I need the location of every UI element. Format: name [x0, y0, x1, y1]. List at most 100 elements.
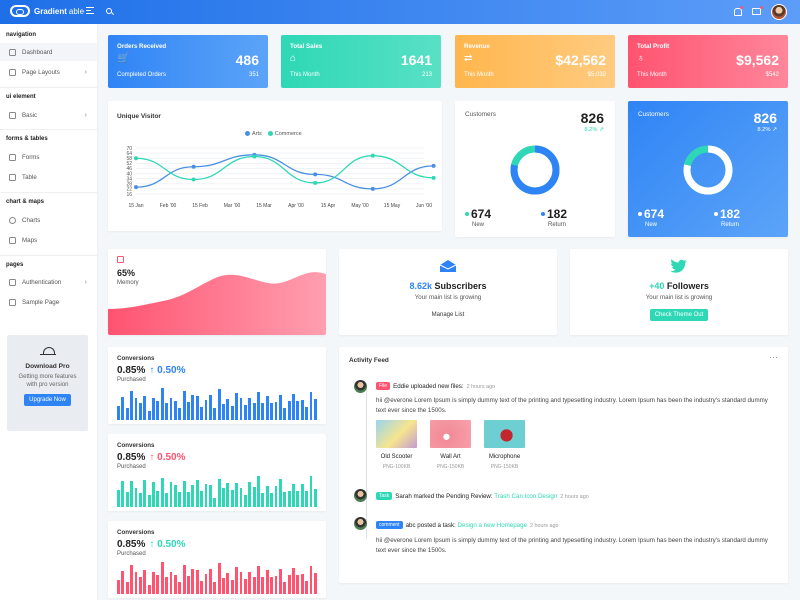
brand-suffix: able	[68, 6, 85, 16]
task-link[interactable]: Trash Can Icon Design	[494, 493, 558, 500]
mail-dot	[760, 6, 763, 9]
conversion-bar	[248, 398, 252, 420]
conversion-bar	[138, 577, 142, 594]
conversion-bar	[235, 393, 238, 420]
sidebar-item-label: Charts	[22, 216, 41, 224]
stat-title: Revenue	[464, 43, 490, 50]
sidebar-item-basic[interactable]: Basic ›	[0, 106, 97, 124]
subscribers-card: 8.62k Subscribers Your main list is grow…	[339, 249, 557, 335]
conversion-bar	[160, 562, 164, 594]
customers-card: Customers 826 8.2% ↗ 674 New 182 Return	[455, 101, 615, 237]
sidebar-item-label: Sample Page	[22, 298, 60, 306]
task-link[interactable]: Design a new Homepage	[457, 522, 528, 529]
conversion-bar	[178, 408, 182, 420]
sidebar-item-label: Page Layouts	[22, 68, 60, 76]
conversion-bar	[117, 406, 120, 420]
conversion-bar	[213, 582, 217, 594]
sidebar-item-authentication[interactable]: Authentication ›	[0, 273, 97, 291]
conversion-bar	[173, 575, 177, 594]
y-tick-label: 64	[126, 151, 132, 157]
legend-swatch	[245, 131, 250, 136]
tag-icon: ⌂	[290, 53, 297, 64]
new-customers-value: 674	[465, 207, 491, 221]
file-meta: PNG-150KB	[436, 464, 465, 470]
data-point	[431, 163, 436, 168]
conversions-card-red: Conversions 0.85% ↑ 0.50% Purchased	[108, 521, 326, 598]
conversion-bar	[283, 492, 287, 507]
card-title: Customers	[638, 111, 669, 118]
notification-dot	[740, 6, 743, 9]
conversion-bar	[160, 478, 164, 507]
brand-logo[interactable]: Gradient able	[10, 5, 84, 17]
conversion-bar	[182, 565, 186, 594]
manage-list-button[interactable]: Manage List	[431, 312, 465, 318]
conversion-bar	[230, 406, 234, 420]
user-avatar[interactable]	[771, 4, 787, 20]
conversion-bar	[156, 401, 160, 420]
legend-item-commerce[interactable]: Commerce	[267, 131, 302, 137]
sidebar-item-label: Basic	[22, 111, 38, 119]
conversion-bar	[134, 398, 138, 420]
conversion-bar	[222, 578, 225, 594]
microphone-thumbnail[interactable]	[484, 420, 525, 448]
menu-toggle-icon[interactable]	[86, 7, 94, 14]
legend-item-arts[interactable]: Arts	[245, 131, 262, 137]
x-tick-label: 15 Jan	[128, 203, 143, 209]
followers-count: +40 Followers	[649, 281, 709, 291]
y-tick-label: 22	[126, 187, 132, 193]
sidebar-item-sample-page[interactable]: Sample Page	[0, 293, 97, 311]
sidebar-item-page-layouts[interactable]: Page Layouts ›	[0, 63, 97, 81]
stat-title: Orders Received	[117, 43, 167, 50]
file-name: Microphone	[488, 454, 521, 460]
conversion-bar	[143, 480, 147, 507]
sidebar-item-maps[interactable]: Maps	[0, 231, 97, 249]
conversion-bar	[226, 573, 230, 594]
conversion-bar	[182, 391, 186, 420]
conversion-bar	[117, 490, 120, 507]
file-text-icon	[9, 153, 16, 161]
conversion-bar	[300, 574, 304, 594]
sidebar-divider	[0, 129, 97, 130]
conversions-card-blue: Conversions 0.85% ↑ 0.50% Purchased	[108, 347, 326, 424]
customers-card-highlight: Customers 826 8.2% ↗ 674 New 182 Return	[628, 101, 788, 237]
conversion-bar	[300, 400, 304, 420]
conversion-bar	[125, 582, 129, 594]
return-label: Return	[721, 222, 740, 228]
old-scooter-thumbnail[interactable]	[376, 420, 417, 448]
wall-art-thumbnail[interactable]	[430, 420, 471, 448]
conversion-bar	[292, 394, 295, 420]
y-tick-label: 46	[126, 166, 132, 172]
mail-icon[interactable]	[752, 6, 763, 15]
file-name: Old Scooter	[380, 454, 413, 460]
conversion-bar	[278, 479, 282, 507]
notification-bell-icon[interactable]	[733, 6, 743, 16]
check-theme-out-button[interactable]: Check Theme Out	[649, 309, 709, 321]
conversion-bar	[239, 572, 243, 594]
sidebar-item-table[interactable]: Table	[0, 168, 97, 186]
sidebar-item-dashboard[interactable]: Dashboard	[0, 43, 97, 61]
conversion-value: 0.85% ↑ 0.50%	[117, 539, 186, 550]
sidebar-item-forms[interactable]: Forms	[0, 148, 97, 166]
sidebar-caption-chart-maps: chart & maps	[6, 199, 45, 205]
sidebar-item-label: Forms	[22, 153, 40, 161]
more-options-icon[interactable]: ···	[769, 352, 778, 362]
conversion-bar	[200, 491, 203, 507]
user-avatar	[354, 489, 367, 502]
y-tick-label: 52	[126, 161, 132, 167]
conversion-bar	[187, 402, 190, 420]
upgrade-now-button[interactable]: Upgrade Now	[24, 394, 71, 406]
mail-open-icon	[439, 260, 457, 272]
sidebar-item-label: Table	[22, 173, 37, 181]
sidebar-item-charts[interactable]: Charts	[0, 211, 97, 229]
conversion-bar	[257, 566, 260, 594]
search-icon[interactable]	[106, 8, 112, 14]
return-dot	[714, 212, 718, 216]
conversion-bar	[305, 581, 308, 594]
conversion-bar	[169, 572, 173, 594]
sidebar: navigation Dashboard Page Layouts › ui e…	[0, 24, 97, 600]
donut-segment-new	[510, 145, 560, 195]
conversion-bar	[226, 399, 230, 420]
stat-sub-value: 351	[248, 72, 259, 78]
new-customers-value: 674	[638, 207, 664, 221]
conversion-bar	[217, 389, 221, 420]
